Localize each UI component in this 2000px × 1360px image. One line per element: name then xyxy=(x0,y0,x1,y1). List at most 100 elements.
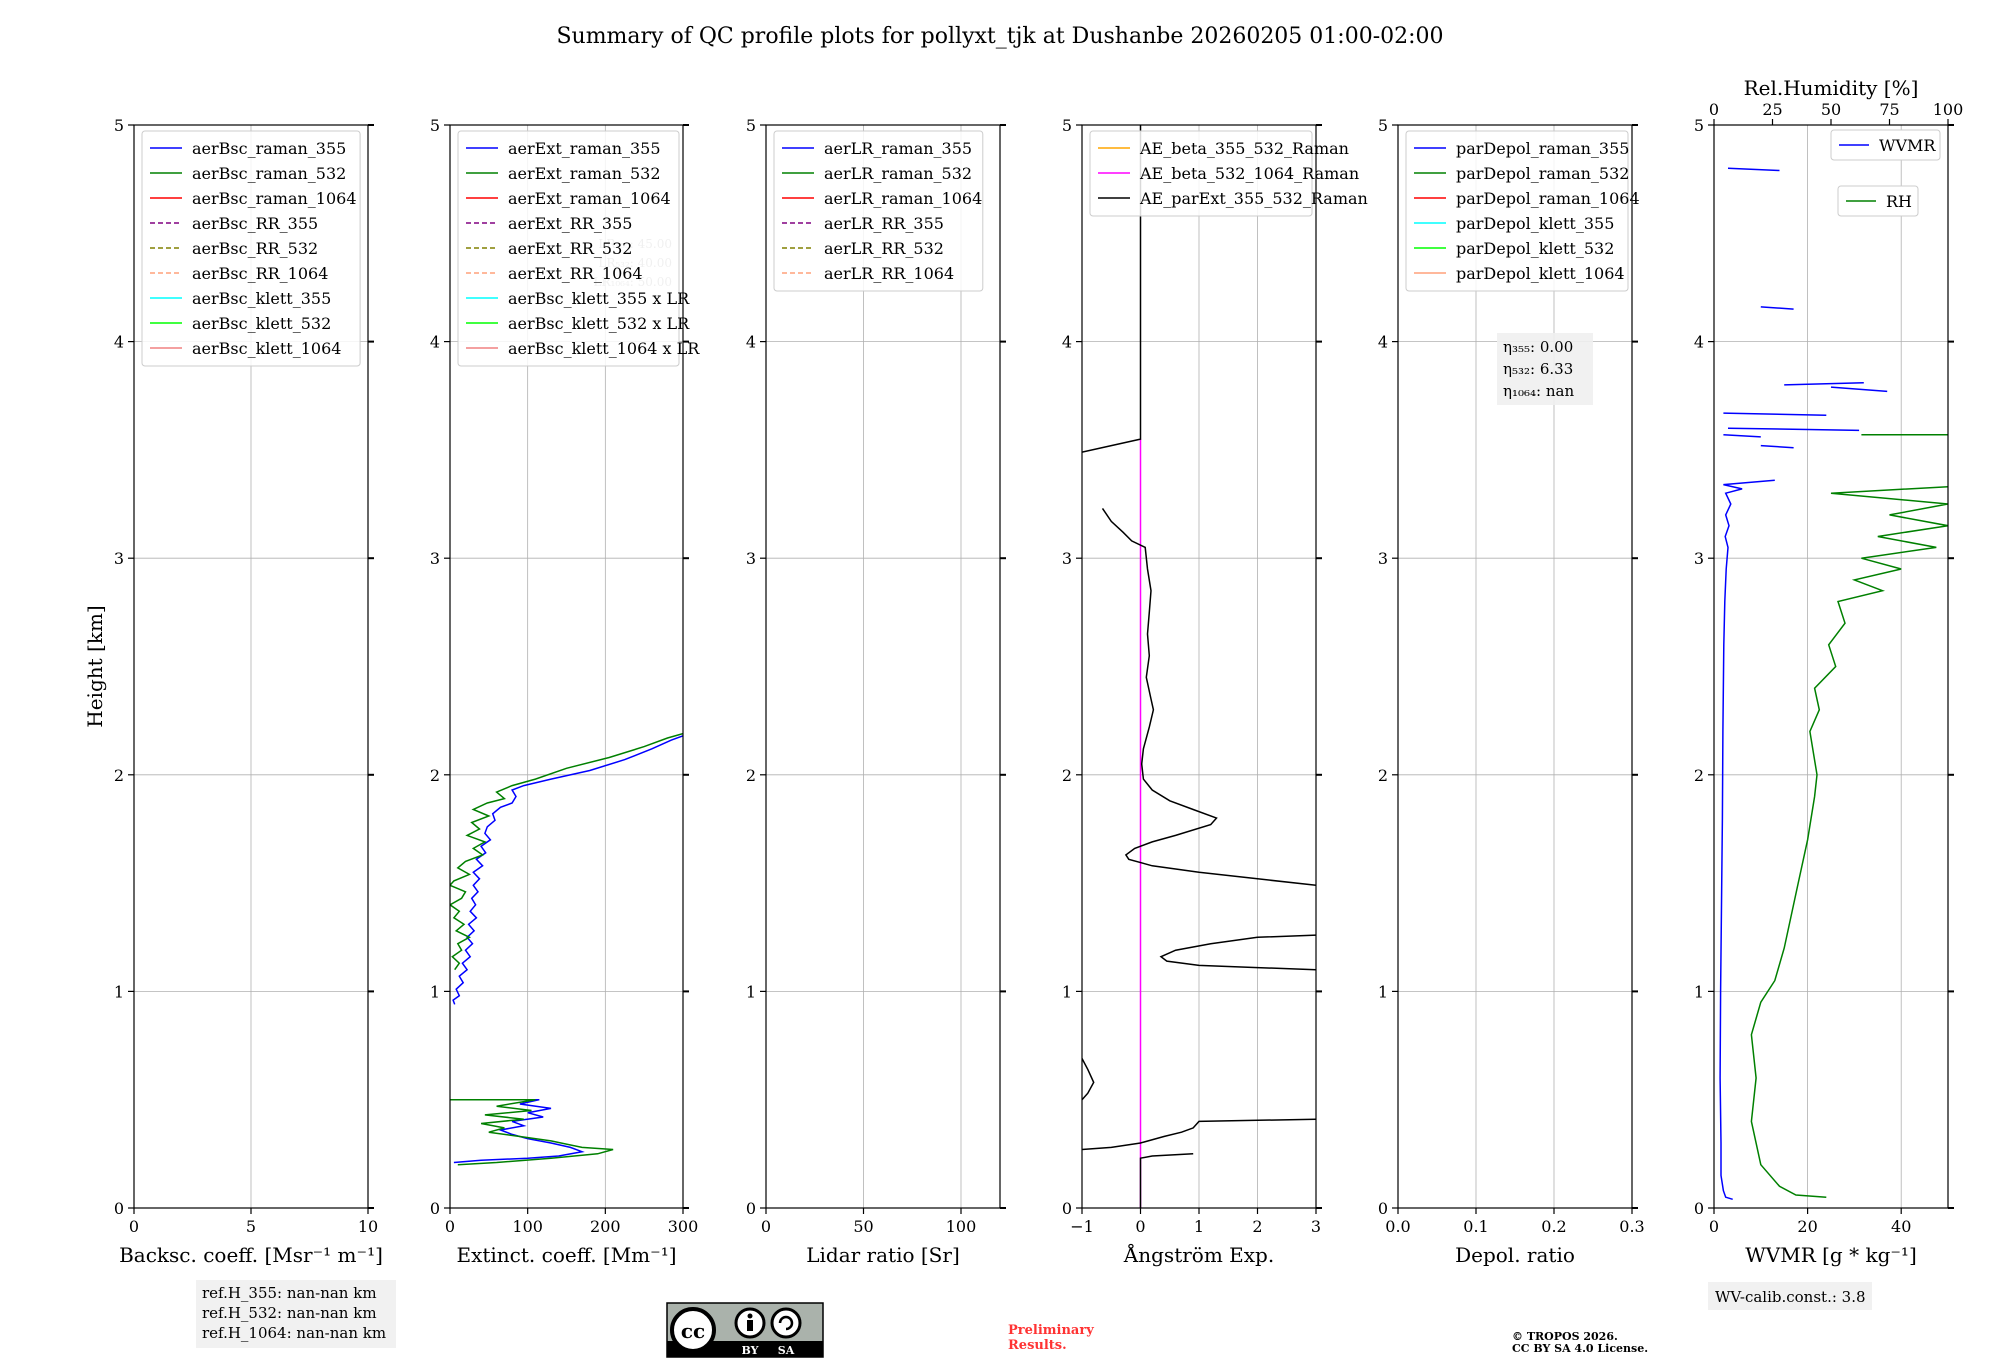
ytick-label-lr-1: 1 xyxy=(746,982,756,1001)
ytick-label-ext-3: 3 xyxy=(430,549,440,568)
ref-h-355: ref.H_355: nan-nan km xyxy=(202,1284,377,1302)
legend-label-ae-2: AE_parExt_355_532_Raman xyxy=(1139,189,1368,208)
series-wv-0 xyxy=(1719,479,1775,1201)
ytick-label-ae-1: 1 xyxy=(1062,982,1072,1001)
series-ext-1 xyxy=(450,732,683,971)
legend-label-lr-3: aerLR_RR_355 xyxy=(824,214,944,233)
legend-label-depol-3: parDepol_klett_355 xyxy=(1456,214,1614,233)
legend-box-depol xyxy=(1405,130,1629,292)
xtick-label-ext-2: 200 xyxy=(590,1217,621,1236)
ytick-label-ext-1: 1 xyxy=(430,982,440,1001)
cc-by-sa-badge: cc BY SA xyxy=(666,1302,824,1358)
legend-label-ext-6: aerBsc_klett_355 x LR xyxy=(508,289,690,308)
ytick-label-depol-4: 4 xyxy=(1378,333,1388,352)
xtick-label-ae-4: 3 xyxy=(1311,1217,1321,1236)
xlabel-ae: Ångström Exp. xyxy=(1123,1242,1274,1267)
panel-lr: 0 50 100 0 1 2 3 4 5 Lidar ratio [Sr] aerLR_raman_… xyxy=(746,116,1006,1267)
legend-label-ext-0: aerExt_raman_355 xyxy=(508,139,661,158)
cc-logo-icon xyxy=(670,1307,716,1353)
series-wv-7 xyxy=(1723,433,1761,438)
axes-frame-lr xyxy=(765,124,1001,1209)
wv-calib-note: WV-calib.const.: 3.8 xyxy=(1708,1282,1872,1310)
top-xtick-label-0: 0 xyxy=(1709,100,1719,119)
legend-label-bsc-2: aerBsc_raman_1064 xyxy=(192,189,357,208)
series-wv-8 xyxy=(1760,444,1794,449)
legend-label-bsc-5: aerBsc_RR_1064 xyxy=(192,264,328,283)
legend-label-wv-0: WVMR xyxy=(1879,136,1936,155)
legend-box-ae xyxy=(1089,130,1313,217)
series-wv-5 xyxy=(1723,412,1827,416)
ytick-label-depol-3: 3 xyxy=(1378,549,1388,568)
cc-sa-label: SA xyxy=(778,1344,795,1357)
xtick-label-depol-2: 0.2 xyxy=(1541,1217,1566,1236)
legend-label-lr-5: aerLR_RR_1064 xyxy=(824,264,954,283)
xtick-label-depol-0: 0.0 xyxy=(1385,1217,1410,1236)
legend-label-bsc-0: aerBsc_raman_355 xyxy=(192,139,346,158)
legend-label-ext-2: aerExt_raman_1064 xyxy=(508,189,671,208)
eta-note-box xyxy=(1497,333,1593,405)
series-ext-2 xyxy=(450,1098,585,1164)
series-group-ae xyxy=(1082,125,1316,1208)
xtick-label-depol-1: 0.1 xyxy=(1463,1217,1488,1236)
xtick-label-ext-1: 100 xyxy=(512,1217,543,1236)
series-wv-3 xyxy=(1784,382,1864,386)
cc-logo-text: cc xyxy=(681,1319,705,1343)
ytick-label-depol-5: 5 xyxy=(1378,116,1388,135)
xtick-label-ext-0: 0 xyxy=(445,1217,455,1236)
copyright-line: © TROPOS 2026. xyxy=(1512,1330,1618,1343)
legend-label-depol-0: parDepol_raman_355 xyxy=(1456,139,1629,158)
figure-title: Summary of QC profile plots for pollyxt_… xyxy=(556,24,1443,49)
wv-calib-text: WV-calib.const.: 3.8 xyxy=(1715,1288,1866,1306)
legend-label-ext-1: aerExt_raman_532 xyxy=(508,164,661,183)
xtick-label-bsc-2: 10 xyxy=(358,1217,378,1236)
series-ae-2 xyxy=(1101,507,1316,887)
panel-depol: 0.0 0.1 0.2 0.3 0 1 2 3 4 5 Depol. ratio η₃₅₅: 0.00… xyxy=(1378,116,1645,1267)
series-wv-4 xyxy=(1830,386,1888,393)
sa-share-alike-icon xyxy=(770,1307,802,1339)
legend-label-depol-4: parDepol_klett_532 xyxy=(1456,239,1614,258)
ytick-label-wv-1: 1 xyxy=(1694,982,1704,1001)
ytick-label-ext-2: 2 xyxy=(430,766,440,785)
ytick-label-wv-3: 3 xyxy=(1694,549,1704,568)
xtick-label-wv-1: 20 xyxy=(1797,1217,1817,1236)
ytick-label-wv-5: 5 xyxy=(1694,116,1704,135)
xtick-label-wv-2: 40 xyxy=(1891,1217,1911,1236)
xtick-label-wv-0: 0 xyxy=(1709,1217,1719,1236)
legend-box-bsc xyxy=(141,130,361,367)
xtick-label-ext-3: 300 xyxy=(668,1217,699,1236)
series-group-ext xyxy=(450,732,683,1166)
ytick-label-bsc-5: 5 xyxy=(114,116,124,135)
xtick-label-ae-3: 2 xyxy=(1252,1217,1262,1236)
ytick-label-lr-2: 2 xyxy=(746,766,756,785)
top-xlabel-wv: Rel.Humidity [%] xyxy=(1744,76,1919,100)
xtick-label-bsc-0: 0 xyxy=(129,1217,139,1236)
ytick-label-bsc-0: 0 xyxy=(114,1199,124,1218)
legend-label-bsc-6: aerBsc_klett_355 xyxy=(192,289,331,308)
ytick-label-depol-1: 1 xyxy=(1378,982,1388,1001)
legend-box-ext xyxy=(457,130,680,367)
ref-h-532: ref.H_532: nan-nan km xyxy=(202,1304,377,1322)
top-xtick-label-1: 25 xyxy=(1762,100,1782,119)
legend-box-wv-0 xyxy=(1830,129,1941,161)
series-group-wv xyxy=(1719,167,1948,1201)
license-line: CC BY SA 4.0 License. xyxy=(1512,1342,1648,1355)
series-ae-3 xyxy=(1159,934,1316,971)
legend-label-lr-2: aerLR_raman_1064 xyxy=(824,189,982,208)
top-xtick-label-3: 75 xyxy=(1879,100,1899,119)
xtick-label-lr-2: 100 xyxy=(946,1217,977,1236)
xtick-label-ae-2: 1 xyxy=(1194,1217,1204,1236)
legend-label-depol-1: parDepol_raman_532 xyxy=(1456,164,1629,183)
legend-label-bsc-8: aerBsc_klett_1064 xyxy=(192,339,341,358)
ytick-label-wv-2: 2 xyxy=(1694,766,1704,785)
xlabel-lr: Lidar ratio [Sr] xyxy=(806,1243,960,1267)
legend-label-ext-4: aerExt_RR_532 xyxy=(508,239,632,258)
ytick-label-wv-0: 0 xyxy=(1694,1199,1704,1218)
xtick-label-bsc-1: 5 xyxy=(246,1217,256,1236)
xtick-label-depol-3: 0.3 xyxy=(1619,1217,1644,1236)
xtick-label-lr-0: 0 xyxy=(761,1217,771,1236)
ytick-label-bsc-1: 1 xyxy=(114,982,124,1001)
